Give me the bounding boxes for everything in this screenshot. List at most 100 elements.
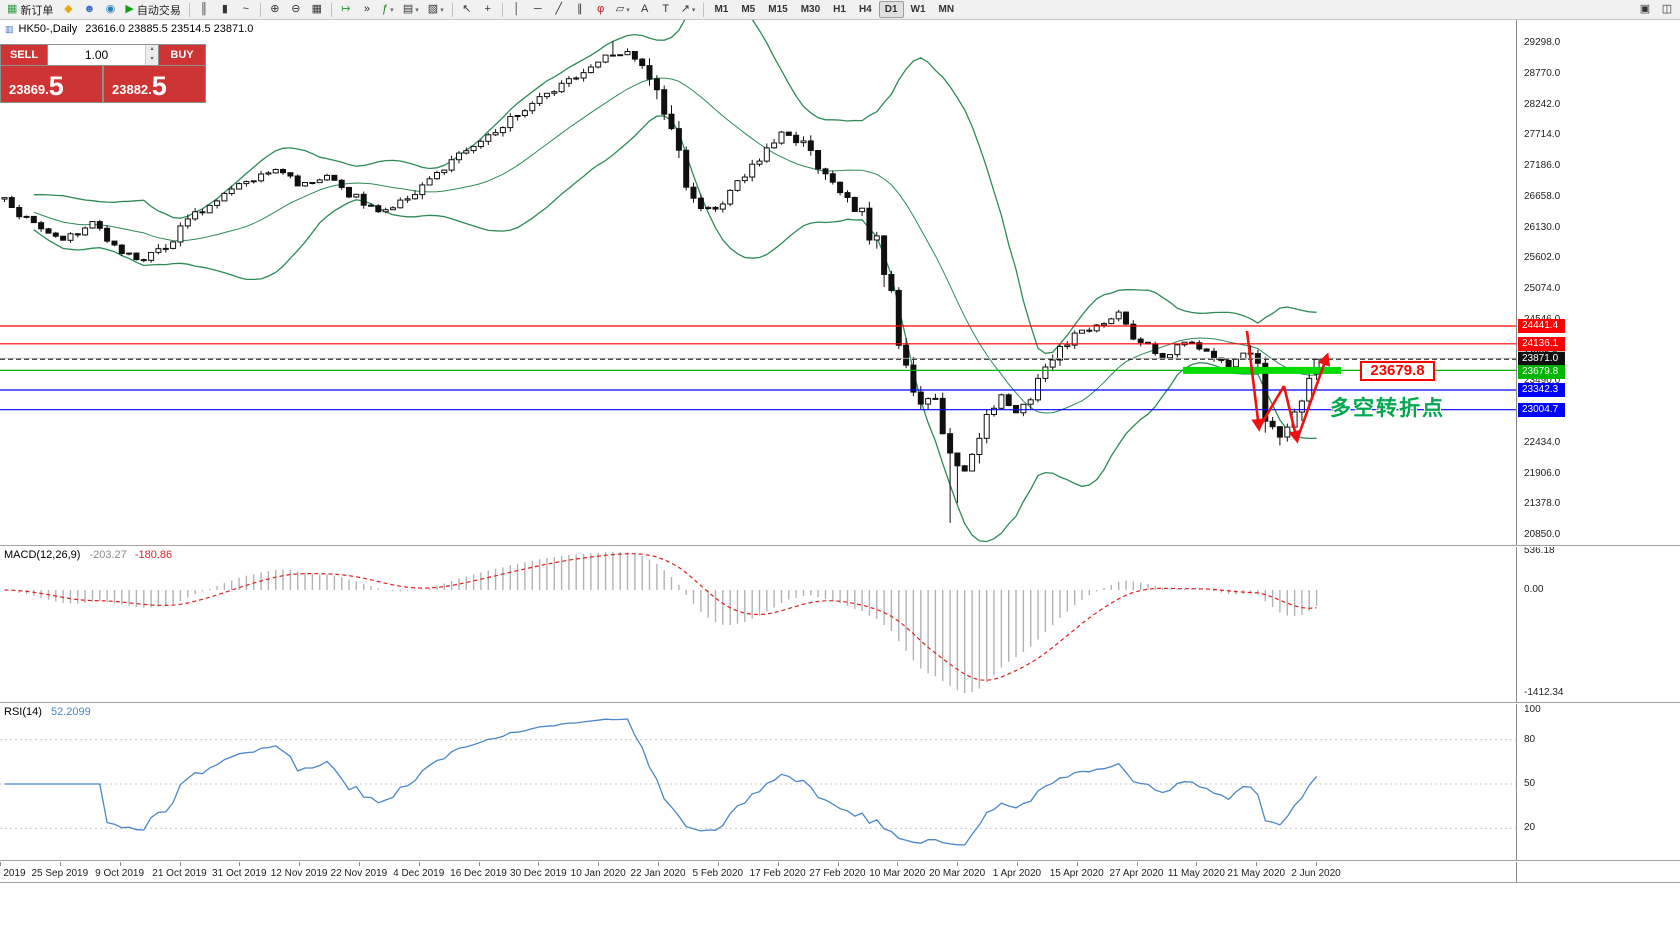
sell-price-pips: 5 [48, 71, 64, 101]
timeframe-w1-button[interactable]: W1 [910, 4, 926, 15]
volume-increase-button[interactable]: ▴ [146, 45, 158, 55]
date-label: 1 Apr 2020 [992, 868, 1042, 879]
panel-splitter[interactable] [0, 545, 1680, 547]
timeframe-d1-button[interactable]: D1 [878, 1, 904, 18]
trendline-button[interactable]: ╱ [555, 3, 563, 15]
chevron-down-icon: ▾ [626, 6, 630, 14]
price-axis[interactable]: 29298.0 28770.0 28242.0 27714.0 27186.0 26658… [1516, 20, 1680, 884]
price-tick-label: 26130.0 [1524, 221, 1561, 233]
main-toolbar: ▦ 新订单 ◆ ☻ ◉ ▶ 自动交易 ║ ▮ ~ ⊕ ⊖ ▦ ↦ » ƒ ▾ ▤ ▾ ▧ ▾ ↖ + │ ─ ╱ ∥ φ ▱ ▾ A T ↗ ▾ M… [0, 0, 1680, 20]
macd-axis-label: 536.18 [1524, 544, 1555, 556]
date-label: 10 Jan 2020 [570, 868, 626, 879]
time-tick [119, 862, 121, 866]
fibonacci-button[interactable]: φ [597, 3, 605, 15]
zoom-out-button[interactable]: ⊖ [291, 3, 301, 15]
price-level-tag: 23679.8 [1518, 365, 1565, 380]
vertical-line-button[interactable]: │ [513, 3, 521, 15]
price-tick-label: 28770.0 [1524, 67, 1561, 79]
date-label: 9 Oct 2019 [95, 868, 145, 879]
channel-button[interactable]: ∥ [576, 3, 583, 15]
horizontal-line-button[interactable]: ─ [533, 3, 542, 15]
time-tick [239, 862, 241, 866]
templates-button[interactable]: ▧ ▾ [427, 3, 444, 15]
timeframe-m15-button[interactable]: M15 [768, 4, 788, 15]
date-label: 27 Feb 2020 [809, 868, 866, 879]
time-tick [59, 862, 61, 866]
price-tick-label: 28242.0 [1524, 98, 1561, 110]
price-tick-label: 26658.0 [1524, 190, 1561, 202]
date-label: 10 Mar 2020 [869, 868, 926, 879]
navigator-button[interactable]: ☻ [83, 3, 96, 15]
one-click-trading-panel: SELL ▴ ▾ BUY 23869.5 23882.5 [0, 44, 206, 103]
buy-button[interactable]: BUY [159, 45, 205, 65]
rsi-axis-label: 80 [1524, 733, 1536, 745]
indicators-button[interactable]: ƒ ▾ [382, 3, 394, 15]
price-tick-label: 21378.0 [1524, 498, 1561, 510]
date-label: 25 Sep 2019 [31, 868, 89, 879]
panel-splitter[interactable] [0, 702, 1680, 704]
timeframe-m5-button[interactable]: M5 [741, 4, 756, 15]
toolbar-separator [451, 2, 453, 17]
toolbar-separator [330, 2, 332, 17]
timeframe-h1-button[interactable]: H1 [833, 4, 846, 15]
sell-price-display[interactable]: 23869. 5 [1, 66, 102, 102]
line-mode-button[interactable]: ~ [242, 3, 250, 15]
time-tick [1196, 862, 1198, 866]
macd-canvas[interactable] [0, 547, 1516, 702]
new-chart-window-button[interactable]: ▣ [1639, 3, 1651, 15]
cursor-button[interactable]: ↖ [462, 3, 472, 15]
window-arrange-button[interactable]: ◫ [1661, 3, 1673, 15]
timeframe-m1-button[interactable]: M1 [714, 4, 729, 15]
quick-chart-button[interactable]: ◆ [64, 3, 73, 15]
rsi-label: RSI(14) 52.2099 [4, 706, 91, 718]
window-bottom-border [0, 882, 1680, 884]
shapes-button[interactable]: ▱ ▾ [615, 3, 630, 15]
time-tick [1076, 862, 1078, 866]
community-button[interactable]: ◉ [105, 3, 116, 15]
date-label: 12 Nov 2019 [270, 868, 328, 879]
chevron-down-icon: ▾ [415, 6, 419, 14]
time-tick [1316, 862, 1317, 866]
panel-splitter[interactable] [0, 860, 1680, 862]
timeframe-m30-button[interactable]: M30 [800, 4, 821, 15]
tile-windows-button[interactable]: ▦ [311, 3, 323, 15]
chart-shift-button[interactable]: » [363, 3, 370, 15]
annotation-text: 多空转折点 [1330, 397, 1445, 420]
bars-mode-button[interactable]: ║ [199, 3, 208, 15]
symbol-name: HK50-,Daily [18, 23, 78, 35]
toolbar-separator [188, 2, 190, 17]
price-tick-label: 27186.0 [1524, 160, 1561, 172]
time-tick [418, 862, 420, 866]
auto-scroll-button[interactable]: ↦ [341, 3, 351, 15]
timeframe-mn-button[interactable]: MN [938, 4, 955, 15]
sell-button[interactable]: SELL [1, 45, 47, 65]
volume-decrease-button[interactable]: ▾ [146, 55, 158, 65]
autotrading-button[interactable]: ▶ 自动交易 [125, 3, 181, 17]
date-label: 22 Jan 2020 [630, 868, 686, 879]
chevron-down-icon: ▾ [390, 6, 394, 14]
date-label: 2 Jun 2020 [1291, 868, 1341, 879]
time-tick [0, 862, 1, 866]
periods-button[interactable]: ▤ ▾ [402, 3, 419, 15]
date-label: 30 Dec 2019 [510, 868, 567, 879]
timeframe-h4-button[interactable]: H4 [858, 4, 872, 15]
toolbar-separator [501, 2, 503, 17]
macd-signal-value: -180.86 [134, 549, 173, 561]
price-tick-label: 25602.0 [1524, 252, 1561, 264]
macd-name: MACD(12,26,9) [4, 549, 81, 561]
zoom-in-button[interactable]: ⊕ [270, 3, 280, 15]
price-chart-canvas[interactable] [0, 20, 1516, 545]
text-button[interactable]: A [641, 3, 649, 15]
buy-price-display[interactable]: 23882. 5 [104, 66, 205, 102]
crosshair-button[interactable]: + [484, 3, 491, 15]
time-axis[interactable]: 3 Sep 2019 25 Sep 2019 9 Oct 2019 21 Oct 20… [0, 862, 1516, 882]
arrows-button[interactable]: ↗ ▾ [680, 3, 696, 15]
volume-input[interactable] [48, 45, 145, 65]
candles-mode-button[interactable]: ▮ [221, 3, 228, 15]
rsi-canvas[interactable] [0, 704, 1516, 860]
label-button[interactable]: T [662, 3, 670, 15]
time-tick [179, 862, 181, 866]
sell-price-main: 23869. [9, 82, 49, 97]
price-level-tag: 23871.0 [1518, 352, 1565, 367]
new-order-button[interactable]: ▦ 新订单 [7, 3, 54, 17]
